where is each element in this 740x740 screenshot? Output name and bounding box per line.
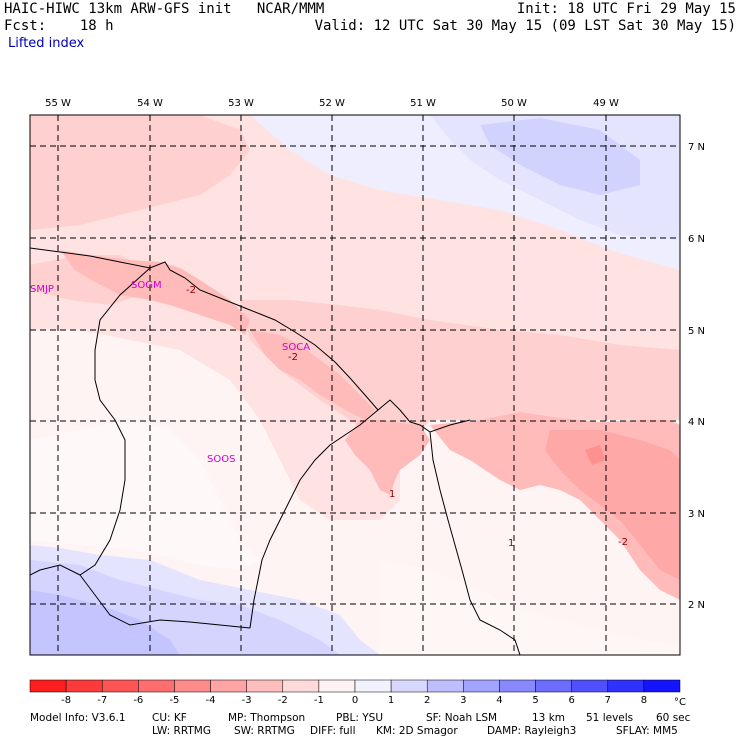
colorbar-swatch bbox=[535, 679, 572, 693]
colorbar-tick-label: 7 bbox=[605, 695, 611, 706]
colorbar-tick-label: -7 bbox=[97, 695, 107, 706]
station-labels: SMJP SOGM SOCA SOOS bbox=[30, 280, 310, 465]
lon-label: 52 W bbox=[319, 98, 345, 109]
colorbar-swatch bbox=[354, 679, 392, 693]
colorbar-tick-label: 0 bbox=[352, 695, 358, 706]
colorbar-swatch bbox=[29, 679, 67, 693]
lon-label: 54 W bbox=[137, 98, 163, 109]
coastlines-borders bbox=[30, 247, 521, 655]
lat-lon-grid bbox=[30, 115, 680, 655]
colorbar-tick-label: 8 bbox=[641, 695, 647, 706]
lon-label: 49 W bbox=[593, 98, 619, 109]
footer-sflay: SFLAY: MM5 bbox=[616, 725, 678, 737]
colorbar-swatch bbox=[318, 679, 356, 693]
colorbar-tick-label: 3 bbox=[460, 695, 466, 706]
colorbar-swatch bbox=[174, 679, 211, 693]
colorbar-tick-label: 5 bbox=[532, 695, 538, 706]
model-title: HAIC-HIWC 13km ARW-GFS init NCAR/MMM bbox=[4, 1, 325, 17]
colorbar-tick-label: 1 bbox=[388, 695, 394, 706]
colorbar-swatch bbox=[65, 679, 103, 693]
contour-label: -2 bbox=[288, 352, 298, 363]
lat-label: 7 N bbox=[688, 142, 705, 153]
colorbar-swatch bbox=[643, 679, 681, 693]
colorbar-swatch bbox=[499, 679, 536, 693]
colorbar-swatch bbox=[246, 679, 284, 693]
footer-km: KM: 2D Smagor bbox=[376, 725, 458, 737]
longitude-labels: 55 W 54 W 53 W 52 W 51 W 50 W 49 W bbox=[45, 98, 619, 109]
footer-sw: SW: RRTMG bbox=[234, 725, 295, 737]
footer-timestep: 60 sec bbox=[656, 712, 691, 724]
station-smjp: SMJP bbox=[30, 284, 54, 295]
footer-cu: CU: KF bbox=[152, 712, 187, 724]
lon-label: 53 W bbox=[228, 98, 254, 109]
contour-label: -2 bbox=[186, 285, 196, 296]
colorbar-swatch bbox=[282, 679, 320, 693]
colorbar-tick-label: -4 bbox=[206, 695, 216, 706]
footer-resolution: 13 km bbox=[532, 712, 566, 724]
contour-labels: -2 -2 1 1 -2 bbox=[186, 285, 628, 549]
colorbar-swatch bbox=[390, 679, 428, 693]
colorbar-swatch bbox=[463, 679, 500, 693]
colorbar-swatch bbox=[571, 679, 609, 693]
station-soca: SOCA bbox=[282, 342, 310, 353]
forecast-hour: Fcst: 18 h bbox=[4, 18, 114, 34]
colorbar-swatch bbox=[210, 679, 247, 693]
shaded-field bbox=[30, 115, 680, 655]
colorbar-tick-label: -8 bbox=[61, 695, 71, 706]
lat-label: 4 N bbox=[688, 417, 705, 428]
colorbar bbox=[29, 679, 681, 693]
map-frame bbox=[29, 114, 681, 656]
lat-label: 6 N bbox=[688, 234, 705, 245]
colorbar-swatch bbox=[138, 679, 175, 693]
footer-mp: MP: Thompson bbox=[228, 712, 306, 724]
colorbar-tick-label: -3 bbox=[242, 695, 252, 706]
footer-lw: LW: RRTMG bbox=[152, 725, 211, 737]
colorbar-swatch bbox=[607, 679, 645, 693]
lat-label: 2 N bbox=[688, 600, 705, 611]
colorbar-tick-label: 4 bbox=[496, 695, 502, 706]
init-time: Init: 18 UTC Fri 29 May 15 bbox=[516, 1, 736, 17]
contour-label: 1 bbox=[389, 489, 395, 500]
station-soos: SOOS bbox=[207, 454, 235, 465]
colorbar-tick-label: 6 bbox=[568, 695, 574, 706]
footer-model: Model Info: V3.6.1 bbox=[30, 712, 126, 724]
contour-label: 1 bbox=[508, 538, 514, 549]
latitude-labels: 7 N 6 N 5 N 4 N 3 N 2 N bbox=[688, 142, 705, 611]
footer-sf: SF: Noah LSM bbox=[426, 712, 498, 724]
colorbar-tick-label: -1 bbox=[314, 695, 324, 706]
colorbar-swatch bbox=[101, 679, 139, 693]
valid-time: Valid: 12 UTC Sat 30 May 15 (09 LST Sat … bbox=[314, 18, 736, 34]
footer-levels: 51 levels bbox=[586, 712, 634, 724]
field-name: Lifted index bbox=[8, 36, 85, 51]
footer-pbl: PBL: YSU bbox=[336, 712, 384, 724]
footer-diff: DIFF: full bbox=[310, 725, 356, 737]
colorbar-swatch bbox=[426, 679, 464, 693]
contour-label: -2 bbox=[618, 537, 628, 548]
lon-label: 50 W bbox=[501, 98, 527, 109]
lat-label: 5 N bbox=[688, 326, 705, 337]
colorbar-unit: °C bbox=[674, 697, 686, 708]
colorbar-tick-label: -2 bbox=[278, 695, 288, 706]
colorbar-labels: -8 -7 -6 -5 -4 -3 -2 -1 0 1 2 3 4 5 6 7 8 bbox=[61, 695, 647, 706]
footer-damp: DAMP: Rayleigh3 bbox=[487, 725, 577, 737]
colorbar-tick-label: 2 bbox=[424, 695, 430, 706]
lat-label: 3 N bbox=[688, 509, 705, 520]
lon-label: 51 W bbox=[410, 98, 436, 109]
colorbar-tick-label: -5 bbox=[169, 695, 179, 706]
lon-label: 55 W bbox=[45, 98, 71, 109]
colorbar-tick-label: -6 bbox=[133, 695, 143, 706]
station-sogm: SOGM bbox=[131, 280, 162, 291]
